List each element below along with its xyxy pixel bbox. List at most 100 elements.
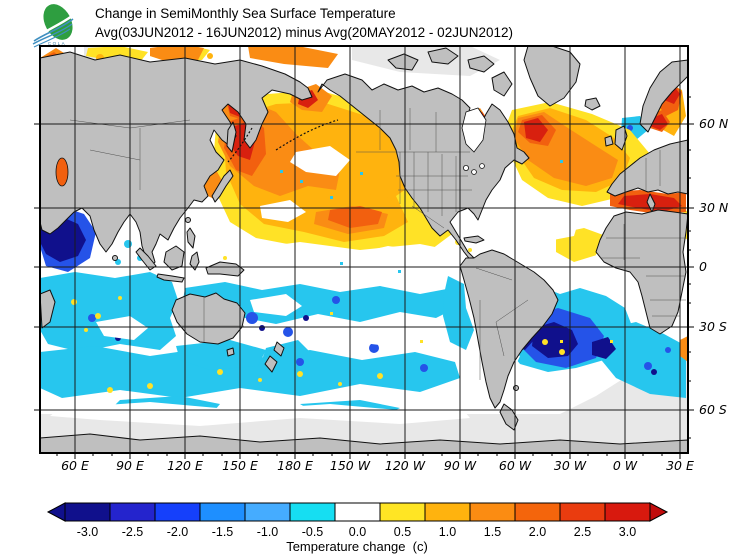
great-lake-2 bbox=[471, 169, 477, 175]
lon-label-30w: 30 W bbox=[554, 458, 587, 473]
colorbar-segment bbox=[64, 502, 111, 522]
lon-label-120w: 120 W bbox=[385, 458, 426, 473]
colorbar-segment bbox=[379, 502, 426, 522]
colorbar-segment bbox=[109, 502, 156, 522]
landmass-ireland bbox=[604, 135, 614, 147]
great-lake-1 bbox=[462, 164, 469, 171]
colorbar-tick-label: -3.0 bbox=[77, 525, 99, 539]
lat-label-0: 0 bbox=[699, 259, 707, 274]
lon-label-120e: 120 E bbox=[167, 458, 203, 473]
landmass-philippines bbox=[186, 227, 196, 249]
landmass-africa bbox=[595, 209, 688, 335]
colorbar-tick-label: -2.5 bbox=[122, 525, 144, 539]
landmass-falklands bbox=[513, 385, 519, 391]
land-layer bbox=[40, 46, 688, 453]
landmass-baffin bbox=[491, 71, 513, 97]
colorbar-labels: -3.0 -2.5 -2.0 -1.5 -1.0 -0.5 0.0 0.5 1.… bbox=[77, 525, 637, 539]
landmass-madagascar bbox=[40, 289, 56, 329]
landmass-tasmania bbox=[226, 347, 235, 357]
aleutian-arc bbox=[275, 119, 339, 151]
logo-text-top: COLA bbox=[48, 41, 66, 46]
colorbar-tick-label: -0.5 bbox=[302, 525, 324, 539]
lon-axis: 60 E 90 E 120 E 150 E 180 E 150 W 120 W … bbox=[61, 458, 694, 473]
landmass-sumatra bbox=[135, 247, 157, 271]
landmass-cuba bbox=[463, 235, 485, 244]
landmass-north-america bbox=[317, 73, 530, 263]
colorbar-segment bbox=[559, 502, 606, 522]
plot-subtitle: Avg(03JUN2012 - 16JUN2012) minus Avg(20M… bbox=[95, 25, 513, 40]
landmass-greenland bbox=[523, 46, 581, 107]
lon-label-150w: 150 W bbox=[330, 458, 371, 473]
colorbar-tick-label: 0.0 bbox=[349, 525, 366, 539]
colorbar-tick-label: 2.5 bbox=[574, 525, 591, 539]
colorbar-tick-label: 3.0 bbox=[619, 525, 636, 539]
lat-label-30n: 30 N bbox=[699, 200, 729, 215]
colorbar-segment bbox=[154, 502, 201, 522]
colorbar-tick-label: 1.5 bbox=[484, 525, 501, 539]
colorbar-tick-label: -1.5 bbox=[212, 525, 234, 539]
colorbar-segment bbox=[244, 502, 291, 522]
colorbar-tick-label: -1.0 bbox=[257, 525, 279, 539]
hudson-bay bbox=[461, 107, 487, 153]
colorbar-segment bbox=[424, 502, 471, 522]
landmass-sulawesi bbox=[189, 251, 200, 271]
landmass-new-zealand-north bbox=[273, 341, 285, 357]
colorbar-tick-label: -2.0 bbox=[167, 525, 189, 539]
landmass-new-zealand-south bbox=[264, 355, 278, 373]
landmass-taiwan bbox=[185, 217, 191, 223]
lat-label-30s: 30 S bbox=[699, 319, 727, 334]
colorbar-segment bbox=[199, 502, 246, 522]
landmass-java bbox=[156, 273, 185, 283]
landmass-arctic-island-1 bbox=[387, 53, 419, 71]
great-lake-3 bbox=[479, 163, 485, 169]
lon-label-90e: 90 E bbox=[116, 458, 144, 473]
colorbar-segment bbox=[334, 502, 381, 522]
plot-title: Change in SemiMonthly Sea Surface Temper… bbox=[95, 6, 396, 21]
landmass-borneo bbox=[163, 245, 185, 271]
lon-label-180e: 180 E bbox=[277, 458, 313, 473]
landmass-japan bbox=[211, 169, 234, 203]
lon-label-0w: 0 W bbox=[613, 458, 638, 473]
lat-label-60s: 60 S bbox=[699, 402, 727, 417]
landmass-srilanka bbox=[112, 255, 118, 261]
graticule bbox=[40, 46, 688, 453]
landmass-iceland bbox=[584, 97, 601, 111]
lat-label-60n: 60 N bbox=[699, 116, 729, 131]
colorbar-segment bbox=[604, 502, 651, 522]
colorbar-tick-label: 0.5 bbox=[394, 525, 411, 539]
colorbar-segment bbox=[289, 502, 336, 522]
landmass-arctic-island-2 bbox=[427, 47, 459, 65]
axis-ticks bbox=[34, 96, 694, 459]
landmass-europe bbox=[606, 139, 688, 197]
lon-label-30e: 30 E bbox=[666, 458, 694, 473]
colorbar-segments bbox=[64, 502, 651, 522]
lon-label-60e: 60 E bbox=[61, 458, 89, 473]
colorbar-tick-label: 1.0 bbox=[439, 525, 456, 539]
lon-label-150e: 150 E bbox=[222, 458, 258, 473]
island-arcs bbox=[227, 119, 339, 163]
landmass-south-america bbox=[459, 249, 559, 409]
lakes-layer bbox=[55, 107, 487, 187]
colorbar-tick-label: 2.0 bbox=[529, 525, 546, 539]
colorbar-left-arrow bbox=[46, 502, 66, 522]
colorbar-right-arrow bbox=[649, 502, 669, 522]
colorbar-segment bbox=[514, 502, 561, 522]
colorbar-caption: Temperature change (c) bbox=[286, 539, 428, 554]
landmass-new-guinea bbox=[205, 261, 245, 277]
cola-leaf-logo-icon: COLA IGES bbox=[32, 4, 74, 52]
landmass-scandinavia bbox=[639, 59, 688, 133]
lon-label-60w: 60 W bbox=[499, 458, 532, 473]
colorbar-segment bbox=[469, 502, 516, 522]
landmass-uk bbox=[614, 125, 628, 151]
landmass-antarctica bbox=[40, 433, 688, 453]
lon-label-90w: 90 W bbox=[444, 458, 477, 473]
colorbar: -3.0 -2.5 -2.0 -1.5 -1.0 -0.5 0.0 0.5 1.… bbox=[46, 502, 669, 554]
landmass-arctic-island-3 bbox=[467, 55, 495, 73]
landmass-eurasia bbox=[40, 51, 313, 269]
map-area bbox=[40, 46, 688, 453]
lat-axis: 60 N 30 N 0 30 S 60 S bbox=[699, 116, 729, 417]
caspian-sea bbox=[55, 157, 69, 187]
landmass-sakhalin bbox=[226, 121, 237, 153]
